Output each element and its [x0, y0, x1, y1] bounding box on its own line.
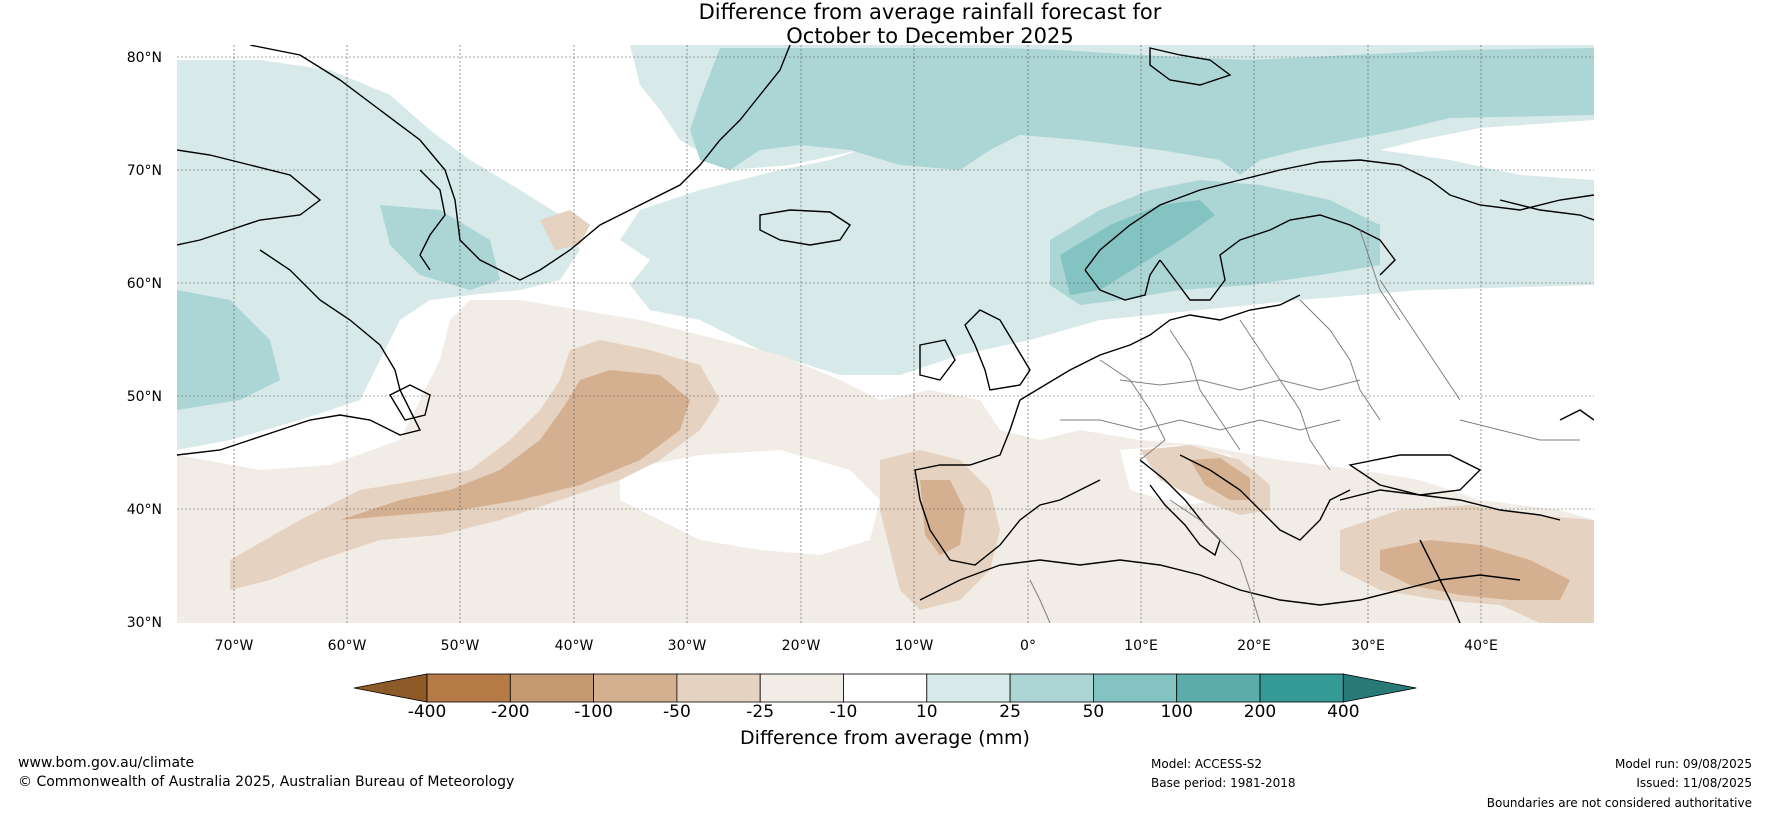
longitude-label: 30°W [668, 638, 707, 654]
coast-russia-arctic [1499, 199, 1594, 221]
boundaries-disclaimer: Boundaries are not considered authoritat… [1486, 796, 1752, 810]
coast-balkans [1179, 454, 1351, 541]
coast-black-sea [1348, 454, 1482, 496]
colorbar-tick-label: 50 [1082, 702, 1105, 722]
colorbar-swatch [1009, 673, 1094, 703]
model-run-date: Model run: 09/08/2025 [1614, 757, 1752, 771]
colorbar-swatch [926, 673, 1011, 703]
colorbar-swatch [843, 673, 928, 703]
longitude-label: 50°W [441, 638, 480, 654]
coast-western-europe [1019, 294, 1301, 401]
graticule [177, 45, 1594, 623]
colorbar-tick-label: 200 [1243, 702, 1277, 722]
colorbar-tick-label: 25 [999, 702, 1021, 722]
coast-ireland [919, 339, 956, 381]
colorbar-tick-label: -400 [407, 702, 447, 722]
colorbar-tick-label: 10 [915, 702, 938, 722]
colorbar-tick-label: -100 [574, 702, 613, 722]
longitude-label: 10°W [895, 638, 934, 654]
longitude-label: 60°W [328, 638, 367, 654]
colorbar-extend-low [353, 673, 428, 703]
coast-greenland-east [419, 169, 446, 271]
colorbar-tick-label: -50 [663, 702, 691, 722]
longitude-label: 70°W [215, 638, 254, 654]
wet-area-norway-core [1060, 200, 1215, 295]
colorbar-tick-label: -10 [829, 702, 858, 722]
latitude-label: 50°N [127, 389, 162, 405]
longitude-label: 10°E [1124, 638, 1158, 654]
wet-area-norway [1050, 180, 1380, 305]
model-name: Model: ACCESS-S2 [1151, 757, 1263, 771]
coast-canada-arctic [177, 149, 322, 246]
coast-france-iberia [914, 399, 1101, 566]
coast-turkey [1339, 489, 1561, 521]
wet-area-labrador [177, 290, 280, 410]
coast-britain [964, 309, 1031, 391]
title-line-2: October to December 2025 [786, 24, 1074, 48]
wet-area-west-atlantic [177, 60, 580, 450]
longitude-label: 30°E [1351, 638, 1385, 654]
longitude-label: 40°W [555, 638, 594, 654]
latitude-label: 40°N [127, 502, 162, 518]
colorbar-label: Difference from average (mm) [740, 727, 1030, 749]
colorbar-swatch [759, 673, 844, 703]
country-borders [1029, 229, 1580, 623]
coast-greenland [249, 45, 791, 281]
title-line-1: Difference from average rainfall forecas… [698, 0, 1162, 24]
colorbar-swatch [426, 673, 511, 703]
colorbar-swatch [593, 673, 678, 703]
longitude-label: 40°E [1464, 638, 1498, 654]
coast-italy [1139, 459, 1221, 557]
longitude-label: 20°E [1237, 638, 1271, 654]
latitude-label: 80°N [127, 50, 162, 66]
colorbar-swatch [1259, 673, 1344, 703]
wet-area-greenland-south [380, 205, 500, 290]
dry-area-adriatic-core [1190, 458, 1250, 500]
colorbar-extend-high [1342, 673, 1417, 703]
colorbar-tick-label: -200 [491, 702, 530, 722]
latitude-label: 30°N [127, 615, 162, 631]
coast-iceland [759, 209, 851, 246]
latitude-labels: 80°N 70°N 60°N 50°N 40°N 30°N [127, 50, 162, 631]
coast-newfoundland [389, 384, 431, 421]
site-url[interactable]: www.bom.gov.au/climate [18, 755, 195, 771]
anomaly-fields [177, 45, 1594, 623]
coast-finland [1269, 214, 1396, 276]
dry-area-iberia-core [920, 480, 965, 555]
latitude-label: 60°N [127, 276, 162, 292]
coast-caspian [1559, 409, 1594, 421]
colorbar-swatch [676, 673, 761, 703]
coast-svalbard [1149, 47, 1232, 86]
coast-north-africa [919, 559, 1521, 606]
coast-scandinavia [1084, 159, 1594, 271]
coast-labrador [177, 249, 422, 456]
colorbar-swatch [1093, 673, 1178, 703]
colorbar-tick-label: 400 [1327, 702, 1360, 722]
longitude-labels: 70°W 60°W 50°W 40°W 30°W 20°W 10°W 0° 10°E 20°E 30… [215, 638, 1498, 654]
longitude-label: 20°W [782, 638, 821, 654]
coast-sweden [1159, 229, 1271, 301]
longitude-label: 0° [1020, 638, 1036, 654]
issued-date: Issued: 11/08/2025 [1636, 776, 1752, 790]
wet-area-greenland-sea [690, 48, 1594, 175]
colorbar-tick-label: -25 [746, 702, 775, 722]
colorbar-swatch [509, 673, 594, 703]
colorbar [353, 673, 1417, 703]
base-period: Base period: 1981-2018 [1151, 776, 1296, 790]
coast-norway-south [1084, 259, 1161, 301]
colorbar-swatch [1176, 673, 1261, 703]
coast-levant [1419, 539, 1461, 623]
no-signal-gap-1 [620, 450, 880, 555]
latitude-label: 70°N [127, 163, 162, 179]
dry-area-atlantic-core [340, 370, 690, 520]
colorbar-tick-label: 100 [1160, 702, 1193, 722]
coastlines [177, 45, 1594, 623]
copyright-notice: © Commonwealth of Australia 2025, Austra… [18, 774, 515, 790]
map-title: Difference from average rainfall forecas… [0, 0, 1770, 48]
dry-area-greenland [540, 210, 590, 250]
